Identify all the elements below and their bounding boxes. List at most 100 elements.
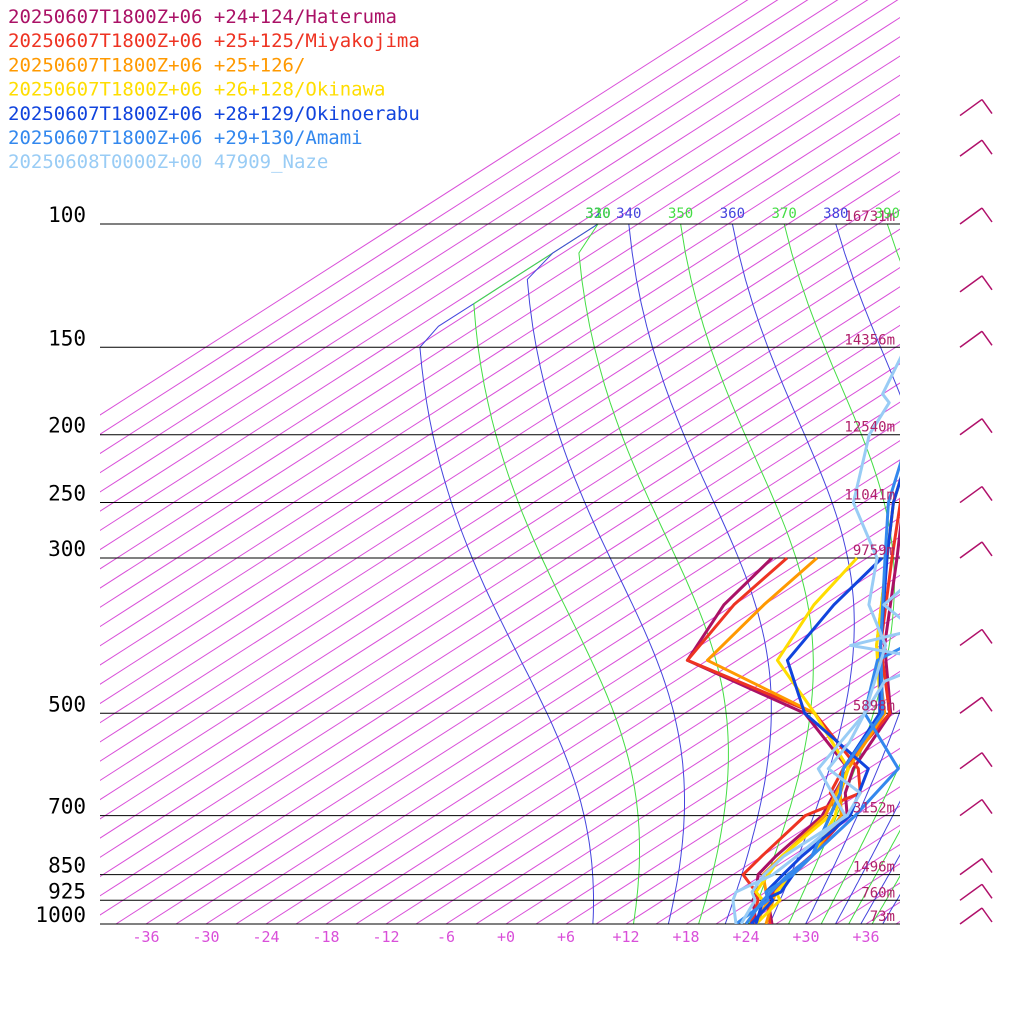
isotherm-line bbox=[625, 747, 900, 924]
legend-entry: 20250607T1800Z+06 +29+130/Amami bbox=[8, 127, 363, 149]
pressure-label: 925 bbox=[48, 879, 86, 903]
legend: 20250607T1800Z+06 +24+124/Hateruma 202506… bbox=[8, 6, 420, 173]
barb-staff bbox=[959, 330, 983, 348]
height-label: 16731m bbox=[844, 209, 895, 225]
barb-flag bbox=[981, 696, 993, 712]
barb-staff bbox=[959, 857, 983, 876]
isotherm-line bbox=[745, 824, 900, 924]
wind-barb bbox=[959, 696, 993, 714]
barb-flag bbox=[981, 541, 993, 557]
wind-barb bbox=[959, 907, 993, 925]
barb-staff bbox=[959, 98, 983, 117]
isotherm-line bbox=[445, 632, 900, 924]
barb-staff bbox=[959, 883, 983, 901]
wind-barb bbox=[959, 628, 993, 647]
barb-staff bbox=[959, 752, 983, 770]
temperature-tick-label: +6 bbox=[557, 928, 575, 946]
isotherm-line bbox=[505, 670, 900, 924]
theta-e-curve bbox=[882, 893, 900, 924]
height-label: 12540m bbox=[844, 420, 895, 436]
dewpoint-profile-5 bbox=[735, 646, 900, 924]
legend-entry: 20250607T1800Z+06 +24+124/Hateruma bbox=[8, 6, 397, 28]
isotherm-line bbox=[595, 728, 900, 924]
wind-barb bbox=[959, 883, 993, 901]
barb-staff bbox=[959, 485, 983, 504]
theta-e-curve bbox=[473, 223, 640, 924]
isotherm-line bbox=[100, 0, 779, 435]
temperature-tick-label: -6 bbox=[437, 928, 455, 946]
isotherm-line bbox=[715, 805, 900, 924]
legend-entry: 20250608T0000Z+00 47909_Naze bbox=[8, 151, 328, 173]
barb-flag bbox=[981, 330, 993, 346]
temperature-tick-label: -30 bbox=[192, 928, 219, 946]
height-label: 1496m bbox=[853, 860, 895, 876]
barb-flag bbox=[981, 486, 993, 501]
height-label: 14356m bbox=[844, 332, 895, 348]
dewpoint-profile-0 bbox=[685, 556, 850, 924]
theta-e-label: 380 bbox=[823, 206, 848, 222]
isotherm-line bbox=[355, 574, 900, 924]
legend-entry: 20250607T1800Z+06 +25+126/ bbox=[8, 54, 305, 76]
isotherm-line bbox=[295, 536, 900, 924]
temperature-tick-label: -12 bbox=[372, 928, 399, 946]
wind-barb bbox=[959, 139, 993, 157]
pressure-label: 1000 bbox=[35, 903, 86, 927]
isotherm-line bbox=[175, 459, 900, 924]
theta-e-label: 320 bbox=[585, 206, 610, 222]
sounding-profiles bbox=[685, 355, 900, 924]
isotherm-line bbox=[535, 690, 900, 924]
wind-barb bbox=[959, 485, 993, 504]
dewpoint-profile-6 bbox=[731, 588, 900, 924]
wind-barb bbox=[959, 275, 993, 293]
barb-flag bbox=[981, 629, 993, 644]
theta-e-curve bbox=[731, 223, 855, 924]
barb-flag bbox=[981, 799, 993, 815]
height-label: 73m bbox=[870, 909, 895, 925]
pressure-label: 150 bbox=[48, 326, 86, 350]
barb-staff bbox=[959, 207, 983, 225]
height-label: 11041m bbox=[844, 488, 895, 504]
wind-barb bbox=[959, 541, 993, 559]
theta-e-label: 330 bbox=[585, 206, 610, 222]
theta-e-label: 310 bbox=[585, 206, 610, 222]
barb-staff bbox=[959, 798, 983, 817]
temperature-tick-label: +12 bbox=[612, 928, 639, 946]
height-label: 9759m bbox=[853, 543, 895, 559]
wind-barb bbox=[959, 857, 993, 876]
barb-flag bbox=[981, 207, 993, 223]
pressure-label: 300 bbox=[48, 537, 86, 561]
isotherm-line bbox=[265, 516, 900, 924]
height-label: 5898m bbox=[853, 698, 895, 714]
temperature-profile-6 bbox=[739, 355, 900, 924]
temperature-tick-label: -24 bbox=[252, 928, 279, 946]
pressure-label: 250 bbox=[48, 482, 86, 506]
theta-e-curve bbox=[835, 800, 900, 924]
temperature-tick-label: +18 bbox=[672, 928, 699, 946]
barb-flag bbox=[981, 907, 993, 923]
barb-staff bbox=[959, 541, 983, 559]
barb-staff bbox=[959, 139, 983, 157]
pressure-label: 850 bbox=[48, 854, 86, 878]
barb-staff bbox=[959, 628, 983, 647]
temperature-tick-label: -36 bbox=[132, 928, 159, 946]
barb-staff bbox=[959, 418, 983, 436]
isotherm-line bbox=[205, 478, 900, 924]
wind-barb bbox=[959, 798, 993, 817]
barb-flag bbox=[981, 99, 993, 115]
barb-flag bbox=[981, 883, 993, 899]
wind-barb bbox=[959, 207, 993, 225]
isotherm-line bbox=[475, 651, 900, 924]
pressure-label: 700 bbox=[48, 795, 86, 819]
temperature-tick-label: +36 bbox=[852, 928, 879, 946]
barb-staff bbox=[959, 907, 983, 925]
isotherm-line bbox=[385, 593, 900, 924]
pressure-label: 500 bbox=[48, 692, 86, 716]
theta-e-label: 340 bbox=[616, 206, 641, 222]
temperature-tick-label: +0 bbox=[497, 928, 515, 946]
legend-entry: 20250607T1800Z+06 +26+128/Okinawa bbox=[8, 79, 386, 101]
theta-e-label: 360 bbox=[720, 206, 745, 222]
isotherm-line bbox=[415, 613, 900, 924]
temperature-tick-label: +24 bbox=[732, 928, 759, 946]
pressure-label: 200 bbox=[48, 414, 86, 438]
